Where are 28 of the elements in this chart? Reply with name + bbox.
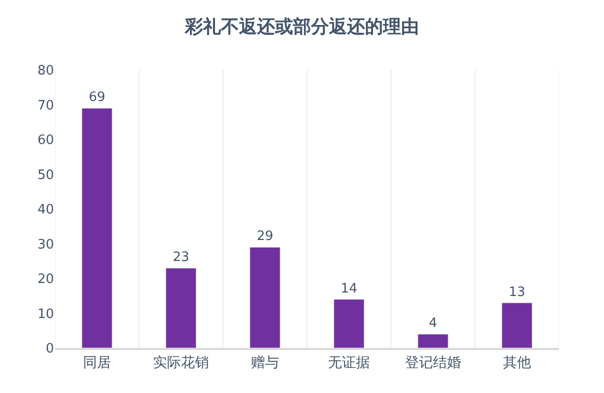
data-label: 69	[88, 90, 106, 106]
data-label: 23	[172, 250, 190, 266]
y-tick-label: 20	[37, 272, 54, 288]
x-tick-label: 实际花销	[153, 354, 209, 371]
chart-title: 彩礼不返还或部分返还的理由	[184, 16, 419, 38]
bar	[166, 268, 196, 348]
y-tick-label: 0	[46, 342, 54, 357]
y-tick-label: 40	[37, 202, 54, 218]
bar	[82, 108, 112, 348]
bar	[502, 302, 532, 348]
bar	[418, 334, 448, 348]
bar	[334, 299, 364, 348]
data-label: 29	[256, 229, 274, 244]
x-tick-label: 赠与	[251, 354, 279, 371]
x-tick-label: 同居	[83, 354, 111, 371]
data-label: 13	[508, 284, 526, 300]
data-label: 14	[340, 281, 358, 296]
x-tick-label: 无证据	[328, 354, 370, 371]
y-tick-label: 80	[37, 64, 54, 79]
x-tick-label: 登记结婚	[405, 354, 461, 371]
y-tick-label: 60	[37, 133, 54, 148]
bar	[250, 246, 280, 348]
data-label: 4	[428, 316, 438, 332]
x-tick-label: 其他	[503, 354, 531, 371]
y-tick-label: 10	[37, 306, 54, 322]
y-tick-label: 30	[37, 237, 54, 252]
y-tick-label: 70	[37, 98, 54, 114]
y-tick-label: 50	[37, 168, 54, 183]
